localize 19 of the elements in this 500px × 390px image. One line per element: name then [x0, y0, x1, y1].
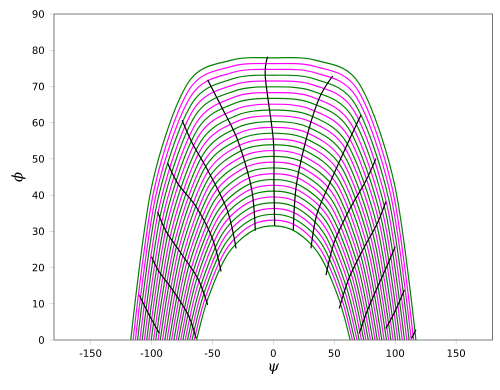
x-tick-label: -150 — [80, 349, 102, 357]
x-tick-label: -50 — [204, 349, 220, 357]
x-tick-label: -100 — [140, 349, 162, 357]
y-tick-label: 40 — [32, 191, 44, 199]
y-tick-label: 10 — [33, 300, 44, 308]
y-axis-title: ϕ — [11, 172, 26, 182]
y-tick-label: 90 — [32, 10, 44, 18]
y-tick-label: 70 — [32, 82, 44, 90]
x-axis-title: ψ — [269, 363, 280, 374]
y-tick-label: 80 — [32, 46, 44, 54]
x-tick-label: 150 — [448, 349, 465, 357]
y-tick-label: 0 — [38, 336, 44, 344]
y-tick-label: 50 — [32, 155, 44, 163]
y-tick-label: 30 — [32, 228, 44, 236]
x-tick-label: 50 — [328, 349, 340, 357]
x-tick-label: 0 — [270, 349, 276, 357]
x-tick-label: 100 — [386, 349, 404, 357]
y-tick-label: 20 — [32, 264, 44, 272]
y-tick-label: 60 — [32, 118, 44, 126]
